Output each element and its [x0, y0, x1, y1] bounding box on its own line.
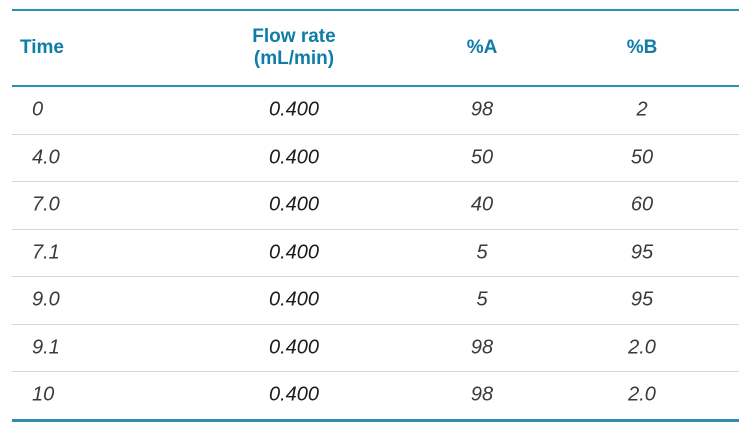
- gradient-table: Time Flow rate (mL/min) %A %B 0 0.400 98…: [12, 9, 739, 422]
- header-percent-a: %A: [466, 37, 498, 58]
- cell-flow-rate: 0.400: [268, 383, 320, 406]
- cell-time: 7.0: [32, 193, 60, 216]
- cell-time: 4.0: [32, 146, 60, 169]
- cell-percent-b: 95: [630, 241, 654, 264]
- table-row: 9.1 0.400 98 2.0: [12, 323, 739, 372]
- table-header-row: Time Flow rate (mL/min) %A %B: [12, 11, 739, 87]
- cell-percent-a: 40: [470, 193, 494, 216]
- table-row: 7.0 0.400 40 60: [12, 181, 739, 229]
- cell-flow-rate: 0.400: [268, 336, 320, 359]
- header-time: Time: [20, 37, 65, 58]
- cell-percent-b: 50: [630, 146, 654, 169]
- cell-percent-a: 5: [476, 288, 488, 311]
- table-row: 4.0 0.400 50 50: [12, 133, 739, 182]
- cell-time: 7.1: [32, 241, 60, 264]
- table-row: 9.0 0.400 5 95: [12, 276, 739, 324]
- cell-percent-b: 2.0: [628, 336, 656, 359]
- cell-time: 9.0: [32, 288, 60, 311]
- header-flow-rate: Flow rate (mL/min): [252, 26, 336, 69]
- cell-percent-b: 60: [630, 193, 654, 216]
- cell-percent-a: 98: [470, 383, 494, 406]
- header-percent-b: %B: [626, 37, 658, 58]
- table-row: 7.1 0.400 5 95: [12, 228, 739, 277]
- cell-percent-b: 95: [630, 288, 654, 311]
- cell-flow-rate: 0.400: [268, 241, 320, 264]
- cell-time: 0: [32, 98, 44, 121]
- cell-flow-rate: 0.400: [268, 288, 320, 311]
- cell-flow-rate: 0.400: [268, 98, 320, 121]
- cell-flow-rate: 0.400: [268, 146, 320, 169]
- cell-time: 9.1: [32, 336, 60, 359]
- cell-time: 10: [32, 383, 55, 406]
- cell-percent-a: 98: [470, 336, 494, 359]
- cell-flow-rate: 0.400: [268, 193, 320, 216]
- table-row: 10 0.400 98 2.0: [12, 371, 739, 419]
- cell-percent-a: 5: [476, 241, 488, 264]
- table-row: 0 0.400 98 2: [12, 87, 739, 134]
- cell-percent-a: 50: [470, 146, 494, 169]
- cell-percent-b: 2.0: [628, 383, 656, 406]
- cell-percent-a: 98: [470, 98, 494, 121]
- cell-percent-b: 2: [636, 98, 648, 121]
